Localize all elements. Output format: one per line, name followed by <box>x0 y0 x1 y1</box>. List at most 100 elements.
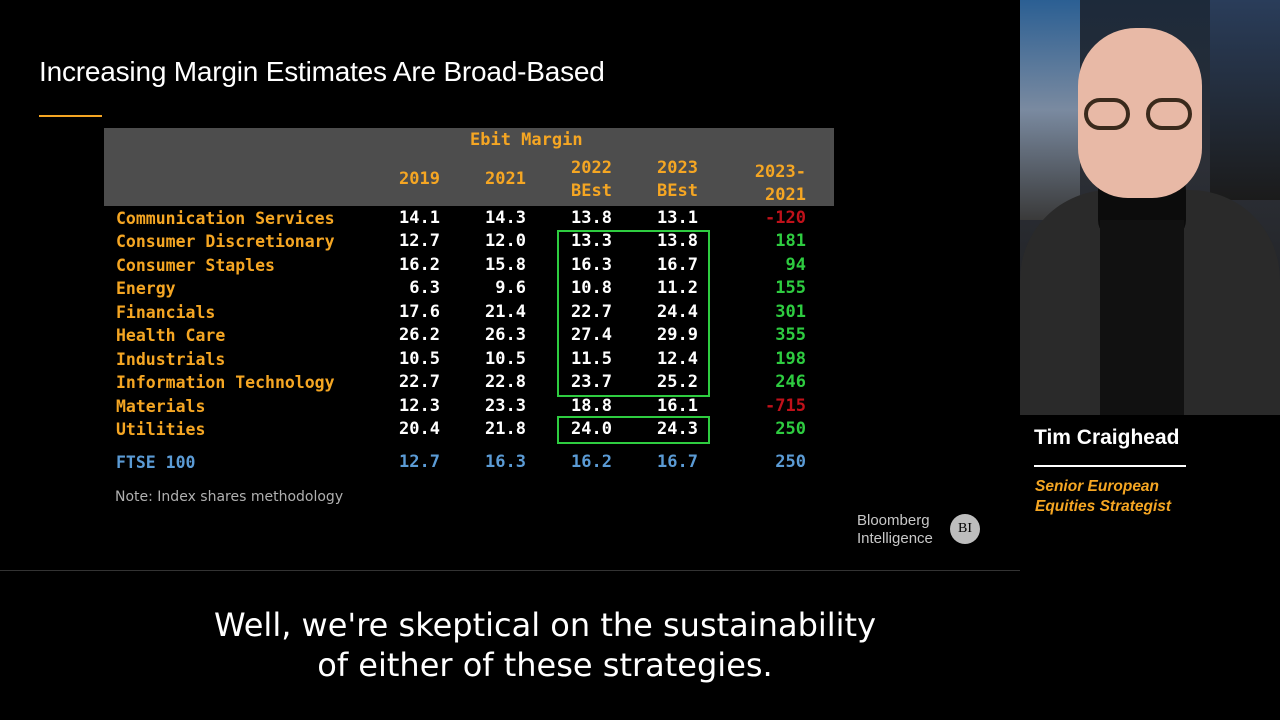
cell-2019: 10.5 <box>399 348 440 369</box>
subtitle-caption: Well, we're skeptical on the sustainabil… <box>0 605 1090 685</box>
table-row: Consumer Staples 16.2 15.8 16.3 16.7 94 <box>104 254 834 277</box>
table-row: Consumer Discretionary 12.7 12.0 13.3 13.8 18… <box>104 230 834 253</box>
index-label: FTSE 100 <box>116 453 196 472</box>
cell-2019: 26.2 <box>399 325 440 346</box>
sector-label: Materials <box>116 396 206 416</box>
slide-title: Increasing Margin Estimates Are Broad-Ba… <box>39 56 605 87</box>
cell-2023: 13.1 <box>657 208 698 228</box>
cell-2022: 13.8 <box>571 208 612 228</box>
presenter-name-rule <box>1034 465 1186 467</box>
table-row: Materials 12.3 23.3 18.8 16.1 -715 <box>104 395 834 418</box>
col-header-change: 2023- 2021 <box>724 161 806 207</box>
index-cell-2023: 16.7 <box>657 452 698 472</box>
col-header-change-line2: 2021 <box>765 185 806 205</box>
cell-2019: 17.6 <box>399 301 440 322</box>
table-header-band <box>104 128 834 206</box>
cell-2019: 12.7 <box>399 231 440 252</box>
table-row: Financials 17.6 21.4 22.7 24.4 301 <box>104 301 834 324</box>
cell-2019: 20.4 <box>399 419 440 440</box>
presenter-title-line1: Senior European <box>1035 478 1160 495</box>
cell-2022: 24.0 <box>571 419 612 440</box>
presenter-title-line2: Equities Strategist <box>1035 498 1172 515</box>
cell-2022: 23.7 <box>571 372 612 393</box>
cell-2021: 9.6 <box>495 278 526 299</box>
index-cell-2019: 12.7 <box>399 452 440 472</box>
cell-2019: 12.3 <box>399 395 440 416</box>
sector-label: Energy <box>116 279 176 299</box>
title-underline <box>39 115 102 117</box>
cell-change: -120 <box>765 208 806 228</box>
cell-2023: 13.8 <box>657 231 698 252</box>
cell-2022: 22.7 <box>571 301 612 322</box>
cell-2022: 11.5 <box>571 348 612 369</box>
table-row: Utilities 20.4 21.8 24.0 24.3 250 <box>104 418 834 441</box>
cell-2019: 14.1 <box>399 208 440 228</box>
cell-2021: 21.8 <box>485 419 526 440</box>
cell-2023: 16.7 <box>657 254 698 275</box>
highlight-box-upper <box>557 230 710 397</box>
cell-change: -715 <box>765 395 806 416</box>
cell-2021: 15.8 <box>485 254 526 275</box>
sector-label: Communication Services <box>116 209 335 228</box>
video-bg-left <box>1020 0 1080 220</box>
divider <box>0 570 1020 571</box>
col-header-2021: 2021 <box>450 168 526 191</box>
presenter-name: Tim Craighead <box>1034 426 1180 449</box>
col-header-2022: 2022 BEst <box>536 157 612 203</box>
logo-line2: Intelligence <box>857 530 933 547</box>
col-header-change-line1: 2023- <box>754 162 806 182</box>
glasses-icon <box>1084 98 1202 134</box>
cell-change: 155 <box>775 278 806 299</box>
cell-2022: 16.3 <box>571 254 612 275</box>
table-note: Note: Index shares methodology <box>115 489 344 505</box>
sector-label: Information Technology <box>116 373 335 393</box>
cell-2023: 25.2 <box>657 372 698 393</box>
table-row: Communication Services 14.1 14.3 13.8 13.1 -1… <box>104 207 834 230</box>
col-header-2023-line1: 2023 <box>657 158 698 178</box>
col-header-2022-line2: BEst <box>571 181 612 201</box>
col-header-2023-line2: BEst <box>657 181 698 201</box>
presenter-title: Senior European Equities Strategist <box>1035 477 1171 517</box>
caption-line2: of either of these strategies. <box>317 646 773 684</box>
highlight-box-utilities <box>557 416 710 444</box>
cell-2023: 11.2 <box>657 278 698 299</box>
cell-change: 181 <box>775 231 806 252</box>
cell-change: 301 <box>775 301 806 322</box>
col-header-2019: 2019 <box>364 168 440 191</box>
bloomberg-intelligence-logo: Bloomberg Intelligence <box>857 512 933 548</box>
cell-2023: 16.1 <box>657 395 698 416</box>
col-header-2021-label: 2021 <box>485 169 526 189</box>
cell-2021: 10.5 <box>485 348 526 369</box>
cell-2022: 13.3 <box>571 231 612 252</box>
cell-2022: 10.8 <box>571 278 612 299</box>
cell-2023: 24.4 <box>657 301 698 322</box>
presenter-shirt <box>1100 220 1184 415</box>
sector-label: Consumer Discretionary <box>116 232 335 252</box>
cell-2021: 22.8 <box>485 372 526 393</box>
sector-label: Financials <box>116 302 216 322</box>
logo-line1: Bloomberg <box>857 512 930 529</box>
cell-2022: 18.8 <box>571 395 612 416</box>
video-bg-right <box>1210 0 1280 200</box>
cell-2019: 6.3 <box>409 278 440 299</box>
bi-badge-icon: BI <box>950 514 980 544</box>
sector-label: Consumer Staples <box>116 255 275 275</box>
cell-change: 198 <box>775 348 806 369</box>
sector-label: Health Care <box>116 326 226 346</box>
caption-line1: Well, we're skeptical on the sustainabil… <box>213 606 877 644</box>
slide: Increasing Margin Estimates Are Broad-Ba… <box>39 56 980 548</box>
table-row: Industrials 10.5 10.5 11.5 12.4 198 <box>104 348 834 371</box>
presenter-video <box>1020 0 1280 415</box>
col-header-2019-label: 2019 <box>399 169 440 189</box>
cell-change: 246 <box>775 372 806 393</box>
col-header-2022-line1: 2022 <box>571 158 612 178</box>
cell-2019: 22.7 <box>399 372 440 393</box>
cell-2021: 23.3 <box>485 395 526 416</box>
cell-2023: 24.3 <box>657 419 698 440</box>
cell-2019: 16.2 <box>399 254 440 275</box>
cell-2021: 21.4 <box>485 301 526 322</box>
table-header-main: Ebit Margin <box>470 130 583 150</box>
cell-2021: 12.0 <box>485 231 526 252</box>
cell-2022: 27.4 <box>571 325 612 346</box>
cell-2023: 12.4 <box>657 348 698 369</box>
